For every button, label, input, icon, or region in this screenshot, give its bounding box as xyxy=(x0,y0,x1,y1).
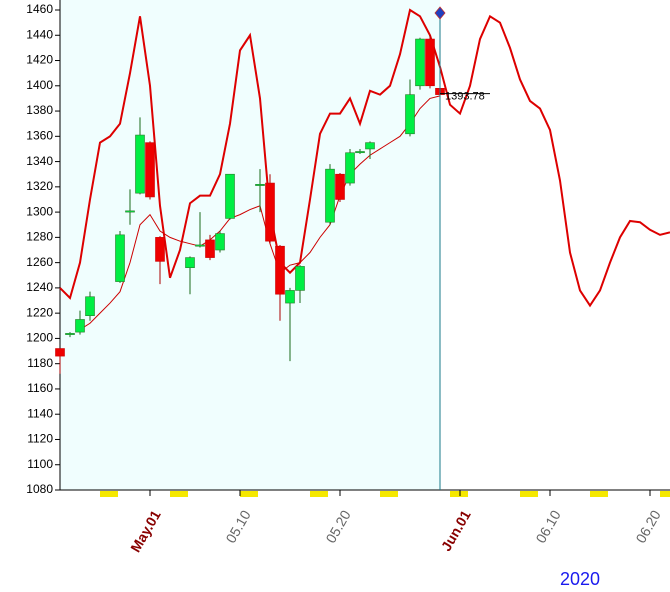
candle-body xyxy=(295,266,305,291)
weekend-marker xyxy=(450,491,468,497)
weekend-marker xyxy=(240,491,258,497)
y-tick-label: 1140 xyxy=(27,406,53,420)
candle-body xyxy=(365,142,375,150)
candle-body xyxy=(345,152,355,184)
candle-body xyxy=(65,333,75,335)
candle-body xyxy=(85,296,95,316)
y-tick-label: 1340 xyxy=(26,154,53,168)
y-tick-label: 1420 xyxy=(26,53,53,67)
candle-body xyxy=(255,184,265,186)
candle-body xyxy=(75,319,85,333)
candle-body xyxy=(285,290,295,304)
candle-body xyxy=(215,233,225,251)
candle-body xyxy=(185,257,195,268)
weekend-marker xyxy=(590,491,608,497)
candle-body xyxy=(265,182,275,242)
indicator-line xyxy=(59,8,670,308)
candle-body xyxy=(155,237,165,262)
weekend-marker xyxy=(100,491,118,497)
candle-body xyxy=(225,173,235,219)
y-tick-label: 1200 xyxy=(26,331,53,345)
candle-body xyxy=(55,348,65,357)
candle-body xyxy=(355,151,365,154)
candle-body xyxy=(125,210,135,213)
cursor-marker xyxy=(434,6,446,20)
weekend-marker xyxy=(170,491,188,497)
y-tick-label: 1320 xyxy=(26,179,53,193)
candle-body xyxy=(335,173,345,200)
y-tick-label: 1300 xyxy=(26,204,53,218)
y-tick-label: 1180 xyxy=(27,356,53,370)
y-tick-label: 1240 xyxy=(26,280,53,294)
candle-body xyxy=(195,244,205,247)
y-tick-label: 1380 xyxy=(26,103,53,117)
candle-body xyxy=(415,38,425,87)
y-tick-label: 1080 xyxy=(26,482,53,496)
candle-body xyxy=(115,234,125,282)
y-tick-label: 1280 xyxy=(26,230,53,244)
y-tick-label: 1460 xyxy=(26,2,53,16)
y-tick-label: 1260 xyxy=(26,255,53,269)
y-tick-label: 1360 xyxy=(26,128,53,142)
year-label: 2020 xyxy=(560,569,600,589)
candle-body xyxy=(405,94,415,135)
y-tick-label: 1160 xyxy=(27,381,53,395)
candle-body xyxy=(425,38,435,87)
weekend-marker xyxy=(380,491,398,497)
candle-body xyxy=(275,245,285,295)
candle-body xyxy=(145,142,155,198)
candle-body xyxy=(205,239,215,258)
candle-body xyxy=(325,168,335,223)
y-tick-label: 1220 xyxy=(26,305,53,319)
y-tick-label: 1440 xyxy=(26,27,53,41)
y-tick-label: 1100 xyxy=(27,457,53,471)
y-tick-label: 1400 xyxy=(26,78,53,92)
weekend-marker xyxy=(520,491,538,497)
weekend-marker xyxy=(310,491,328,497)
last-price-label: 1393.78 xyxy=(445,91,485,103)
candle-body xyxy=(135,134,145,194)
y-tick-label: 1120 xyxy=(27,432,53,446)
weekend-marker xyxy=(660,491,670,497)
